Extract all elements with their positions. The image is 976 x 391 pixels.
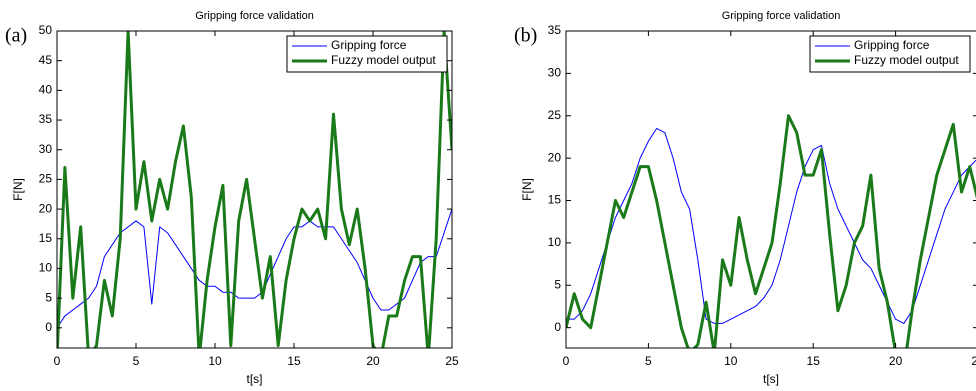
legend-box [286, 35, 448, 73]
x-tick-label: 15 [287, 354, 301, 368]
y-tick-label: 0 [45, 320, 52, 334]
y-tick-label: 45 [39, 53, 53, 67]
series-line [566, 127, 976, 324]
y-tick-label: 20 [548, 150, 562, 164]
y-tick-label: 5 [45, 290, 52, 304]
plot-area [57, 31, 452, 348]
legend-box [809, 35, 971, 73]
y-tick-label: 50 [39, 23, 53, 37]
x-tick-label: 5 [645, 354, 652, 368]
y-tick-label: 10 [548, 235, 562, 249]
x-tick-label: 0 [563, 354, 570, 368]
y-tick-label: 0 [554, 320, 561, 334]
panel-label: (a) [5, 25, 27, 47]
panel-label: (b) [514, 25, 537, 47]
chart-title: Gripping force validation [195, 10, 314, 22]
y-tick-label: 15 [39, 231, 53, 245]
y-tick-label: 30 [39, 142, 53, 156]
y-tick-label: 30 [548, 66, 562, 80]
y-tick-label: 5 [554, 277, 561, 291]
x-tick-label: 25 [445, 354, 459, 368]
x-axis-label: t[s] [763, 372, 779, 386]
legend-label: Gripping force [331, 38, 407, 52]
y-tick-label: 25 [548, 108, 562, 122]
y-axis-label: F[N] [520, 178, 534, 201]
y-tick-label: 40 [39, 83, 53, 97]
legend-label: Gripping force [854, 38, 930, 52]
y-tick-label: 15 [548, 193, 562, 207]
y-tick-label: 20 [39, 201, 53, 215]
y-axis-label: F[N] [11, 178, 25, 201]
x-tick-label: 0 [54, 354, 61, 368]
x-tick-label: 20 [889, 354, 903, 368]
y-tick-label: 25 [39, 172, 53, 186]
legend-label: Fuzzy model output [331, 53, 436, 67]
series-line [57, 208, 452, 329]
axes-box [565, 30, 976, 349]
y-tick-label: 35 [39, 112, 53, 126]
series-line [57, 31, 452, 348]
y-tick-label: 35 [548, 23, 562, 37]
axes-box [56, 30, 453, 349]
x-tick-label: 25 [971, 354, 976, 368]
series-line [566, 114, 976, 348]
legend-label: Fuzzy model output [854, 53, 959, 67]
x-tick-label: 5 [133, 354, 140, 368]
x-tick-label: 20 [366, 354, 380, 368]
x-axis-label: t[s] [246, 372, 262, 386]
x-tick-label: 15 [807, 354, 821, 368]
chart-title: Gripping force validation [722, 10, 841, 22]
x-tick-label: 10 [724, 354, 738, 368]
plot-area [566, 114, 976, 348]
y-tick-label: 10 [39, 261, 53, 275]
x-tick-label: 10 [208, 354, 222, 368]
